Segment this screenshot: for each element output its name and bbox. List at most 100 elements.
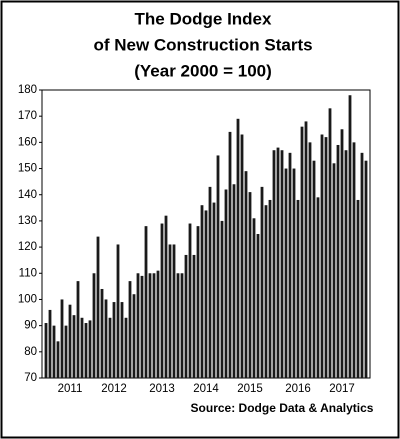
x-tick-label: 2017	[329, 383, 355, 395]
y-tick-label: 110	[19, 267, 37, 279]
bar	[216, 155, 220, 378]
y-tick-label: 90	[24, 320, 37, 332]
bar	[88, 320, 92, 378]
bar	[360, 152, 364, 378]
chart-title: The Dodge Index	[135, 9, 273, 28]
bar	[144, 226, 148, 378]
bar	[156, 270, 160, 378]
bar	[364, 160, 368, 378]
bar	[136, 273, 140, 378]
bar	[316, 197, 320, 378]
bar	[56, 341, 60, 378]
y-tick-label: 80	[24, 346, 37, 358]
bar	[224, 189, 228, 378]
bar	[344, 150, 348, 378]
bar	[120, 302, 124, 378]
x-tick-label: 2014	[193, 383, 219, 395]
y-tick-label: 70	[24, 372, 37, 384]
bar	[260, 186, 264, 378]
bar	[92, 273, 96, 378]
bar	[356, 199, 360, 378]
bar	[208, 186, 212, 378]
bar	[112, 302, 116, 378]
bar	[264, 205, 268, 378]
bar	[272, 150, 276, 378]
bar	[152, 273, 156, 378]
bar	[348, 95, 352, 379]
bar	[128, 281, 132, 378]
x-tick-label: 2011	[58, 383, 83, 395]
bar	[256, 234, 260, 378]
bar	[192, 254, 196, 378]
bar	[68, 304, 72, 378]
bar	[336, 144, 340, 378]
bar	[52, 325, 56, 378]
bar	[116, 244, 120, 378]
x-tick-label: 2013	[149, 383, 175, 395]
bar	[132, 294, 136, 378]
bar	[232, 184, 236, 378]
bar	[240, 134, 244, 378]
bar	[104, 299, 108, 378]
y-tick-label: 100	[18, 293, 37, 305]
bar	[196, 226, 200, 378]
x-tick-label: 2015	[237, 383, 263, 395]
bar	[296, 199, 300, 378]
bar	[76, 281, 80, 378]
y-tick-label: 120	[18, 241, 37, 253]
bar	[96, 236, 100, 378]
bar	[288, 152, 292, 378]
chart-subtitle: (Year 2000 = 100)	[134, 61, 272, 80]
bar	[188, 223, 192, 378]
bar	[140, 275, 144, 378]
bar	[164, 215, 168, 378]
bar	[184, 254, 188, 378]
y-tick-label: 170	[18, 110, 37, 122]
chart-subtitle: of New Construction Starts	[93, 35, 312, 54]
bar	[108, 317, 112, 378]
bar	[228, 131, 232, 378]
y-tick-label: 150	[18, 163, 37, 175]
bar	[352, 142, 356, 378]
bar	[124, 317, 128, 378]
bar	[248, 192, 252, 378]
bar	[48, 309, 52, 378]
bar	[172, 244, 176, 378]
y-tick-label: 160	[18, 136, 37, 148]
bar	[64, 325, 68, 378]
bar	[220, 220, 224, 378]
bar	[284, 168, 288, 378]
bar	[308, 142, 312, 378]
y-tick-label: 130	[18, 215, 37, 227]
bar	[268, 199, 272, 378]
bar	[328, 108, 332, 378]
bar	[300, 126, 304, 379]
y-tick-label: 140	[18, 189, 37, 201]
bar	[312, 160, 316, 378]
bar	[100, 288, 104, 378]
bar	[72, 315, 76, 378]
bar	[176, 273, 180, 378]
source: Source: Dodge Data & Analytics	[191, 401, 374, 415]
bar	[320, 134, 324, 378]
bar	[244, 171, 248, 378]
bar	[212, 202, 216, 378]
bar	[292, 168, 296, 378]
bar	[180, 273, 184, 378]
x-tick-label: 2012	[101, 383, 127, 395]
bar	[148, 273, 152, 378]
bar	[252, 218, 256, 378]
bar	[332, 163, 336, 378]
bar	[340, 129, 344, 378]
bar	[304, 121, 308, 378]
bar	[44, 323, 48, 378]
bar	[80, 317, 84, 378]
bar	[168, 244, 172, 378]
x-tick-label: 2016	[285, 383, 311, 395]
bar	[324, 137, 328, 378]
bar	[204, 210, 208, 378]
bar	[200, 205, 204, 378]
bar	[60, 299, 64, 378]
